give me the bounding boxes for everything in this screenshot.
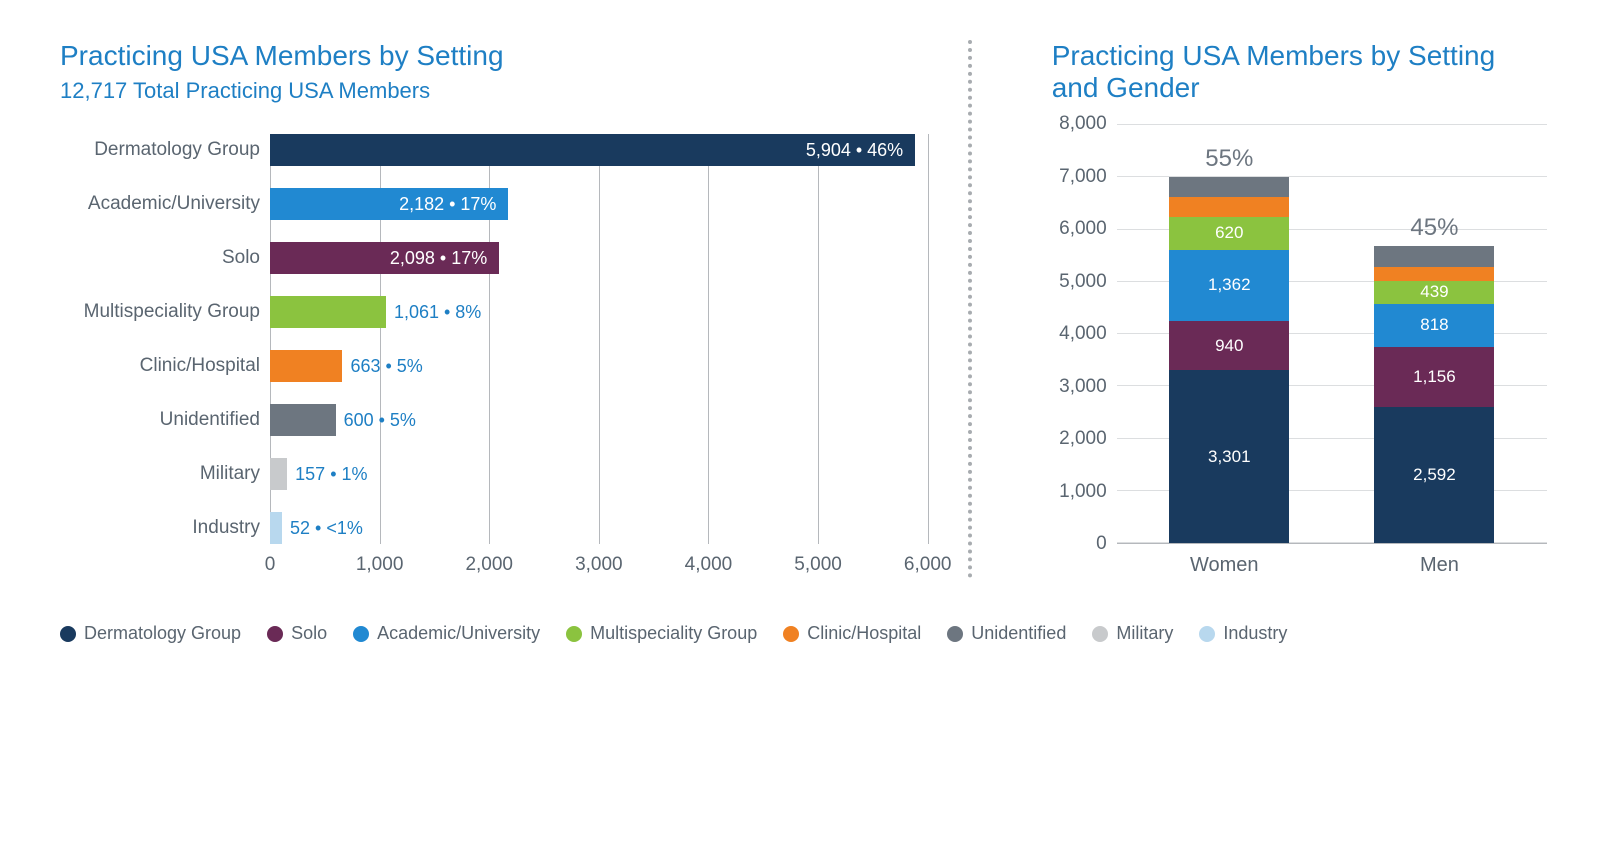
hbar-plot: 5,904 • 46% 2,182 • 17% 2,098 • 17% 1,061 •…	[270, 134, 928, 544]
stack-segment: 2,592	[1374, 407, 1494, 543]
hbar-value-label: 157 • 1%	[295, 464, 367, 485]
legend-label: Academic/University	[377, 623, 540, 644]
legend-label: Clinic/Hospital	[807, 623, 921, 644]
x-tick: 0	[265, 554, 276, 576]
hbar-row: 5,904 • 46%	[270, 134, 926, 166]
stacked-chart: 01,0002,0003,0004,0005,0006,0007,0008,00…	[1052, 124, 1547, 577]
hbar-value-label: 52 • <1%	[290, 518, 363, 539]
stacked-y-axis: 01,0002,0003,0004,0005,0006,0007,0008,00…	[1052, 124, 1117, 544]
left-panel: Practicing USA Members by Setting 12,717…	[60, 40, 928, 578]
stack-segment: 620	[1169, 217, 1289, 249]
hbar-row-label: Unidentified	[60, 404, 260, 436]
stack-percent-label: 45%	[1410, 214, 1458, 242]
hbar-subtitle: 12,717 Total Practicing USA Members	[60, 78, 928, 104]
legend-label: Solo	[291, 623, 327, 644]
stack-column: 2,5921,15681843945%	[1374, 246, 1494, 543]
hbar-value-label: 663 • 5%	[350, 356, 422, 377]
hbar-bars: 5,904 • 46% 2,182 • 17% 2,098 • 17% 1,061 •…	[270, 134, 928, 544]
hbar-value-label: 600 • 5%	[344, 410, 416, 431]
divider	[968, 40, 972, 578]
legend-item: Dermatology Group	[60, 623, 241, 644]
legend-label: Industry	[1223, 623, 1287, 644]
legend-swatch	[267, 626, 283, 642]
legend-item: Unidentified	[947, 623, 1066, 644]
legend-label: Dermatology Group	[84, 623, 241, 644]
chart-container: Practicing USA Members by Setting 12,717…	[60, 40, 1547, 578]
right-panel: Practicing USA Members by Setting and Ge…	[1012, 40, 1547, 578]
hbar-row: 2,182 • 17%	[270, 188, 926, 220]
legend-label: Military	[1116, 623, 1173, 644]
stack-segment: 1,156	[1374, 347, 1494, 408]
hbar-row: 600 • 5%	[270, 404, 926, 436]
stack-segment	[1374, 267, 1494, 281]
stack-x-label: Women	[1117, 554, 1332, 577]
gridline	[1117, 124, 1547, 125]
stacked-x-axis: WomenMen	[1052, 554, 1547, 577]
legend-item: Military	[1092, 623, 1173, 644]
hbar-row-label: Dermatology Group	[60, 134, 260, 166]
stack-percent-label: 55%	[1205, 145, 1253, 173]
x-tick: 3,000	[575, 554, 623, 576]
legend-item: Academic/University	[353, 623, 540, 644]
hbar-bar: 2,098 • 17%	[270, 242, 499, 274]
legend-swatch	[60, 626, 76, 642]
legend-swatch	[1199, 626, 1215, 642]
hbar-bar: 52 • <1%	[270, 512, 282, 544]
legend-swatch	[353, 626, 369, 642]
hbar-row-label: Solo	[60, 242, 260, 274]
legend-item: Clinic/Hospital	[783, 623, 921, 644]
stack-segment	[1374, 246, 1494, 267]
legend-label: Multispeciality Group	[590, 623, 757, 644]
hbar-chart: Dermatology Group Academic/University Solo…	[60, 134, 928, 544]
stacked-bars-area: 3,3019401,36262055%2,5921,15681843945%	[1117, 124, 1547, 544]
legend: Dermatology Group Solo Academic/University…	[60, 623, 1547, 644]
legend-label: Unidentified	[971, 623, 1066, 644]
stacked-title: Practicing USA Members by Setting and Ge…	[1052, 40, 1547, 104]
x-tick: 4,000	[685, 554, 733, 576]
legend-swatch	[1092, 626, 1108, 642]
stack-segment: 940	[1169, 321, 1289, 370]
hbar-x-axis: 01,0002,0003,0004,0005,0006,000	[270, 554, 928, 578]
legend-swatch	[783, 626, 799, 642]
hbar-value-label: 1,061 • 8%	[394, 302, 481, 323]
stack-x-label: Men	[1332, 554, 1547, 577]
hbar-bar: 2,182 • 17%	[270, 188, 508, 220]
x-tick: 2,000	[465, 554, 513, 576]
hbar-row: 52 • <1%	[270, 512, 926, 544]
hbar-y-labels: Dermatology Group Academic/University Solo…	[60, 134, 270, 544]
legend-swatch	[947, 626, 963, 642]
stack-segment	[1169, 177, 1289, 196]
stack-column: 3,3019401,36262055%	[1169, 177, 1289, 543]
hbar-bar: 157 • 1%	[270, 458, 287, 490]
stack-segment: 818	[1374, 304, 1494, 347]
hbar-bar: 663 • 5%	[270, 350, 342, 382]
stack-segment: 3,301	[1169, 370, 1289, 543]
stack-segment: 1,362	[1169, 250, 1289, 321]
x-tick: 5,000	[794, 554, 842, 576]
legend-item: Multispeciality Group	[566, 623, 757, 644]
hbar-row: 157 • 1%	[270, 458, 926, 490]
hbar-row: 663 • 5%	[270, 350, 926, 382]
hbar-row: 1,061 • 8%	[270, 296, 926, 328]
legend-item: Solo	[267, 623, 327, 644]
stack-segment: 439	[1374, 281, 1494, 304]
hbar-row-label: Military	[60, 458, 260, 490]
hbar-bar: 1,061 • 8%	[270, 296, 386, 328]
x-tick: 1,000	[356, 554, 404, 576]
stack-segment	[1169, 197, 1289, 217]
hbar-row-label: Clinic/Hospital	[60, 350, 260, 382]
legend-item: Industry	[1199, 623, 1287, 644]
hbar-row-label: Multispeciality Group	[60, 296, 260, 328]
hbar-bar: 5,904 • 46%	[270, 134, 915, 166]
hbar-bar: 600 • 5%	[270, 404, 336, 436]
gridline	[928, 134, 929, 544]
hbar-title: Practicing USA Members by Setting	[60, 40, 928, 72]
x-tick: 6,000	[904, 554, 952, 576]
hbar-row-label: Academic/University	[60, 188, 260, 220]
hbar-row-label: Industry	[60, 512, 260, 544]
hbar-row: 2,098 • 17%	[270, 242, 926, 274]
legend-swatch	[566, 626, 582, 642]
